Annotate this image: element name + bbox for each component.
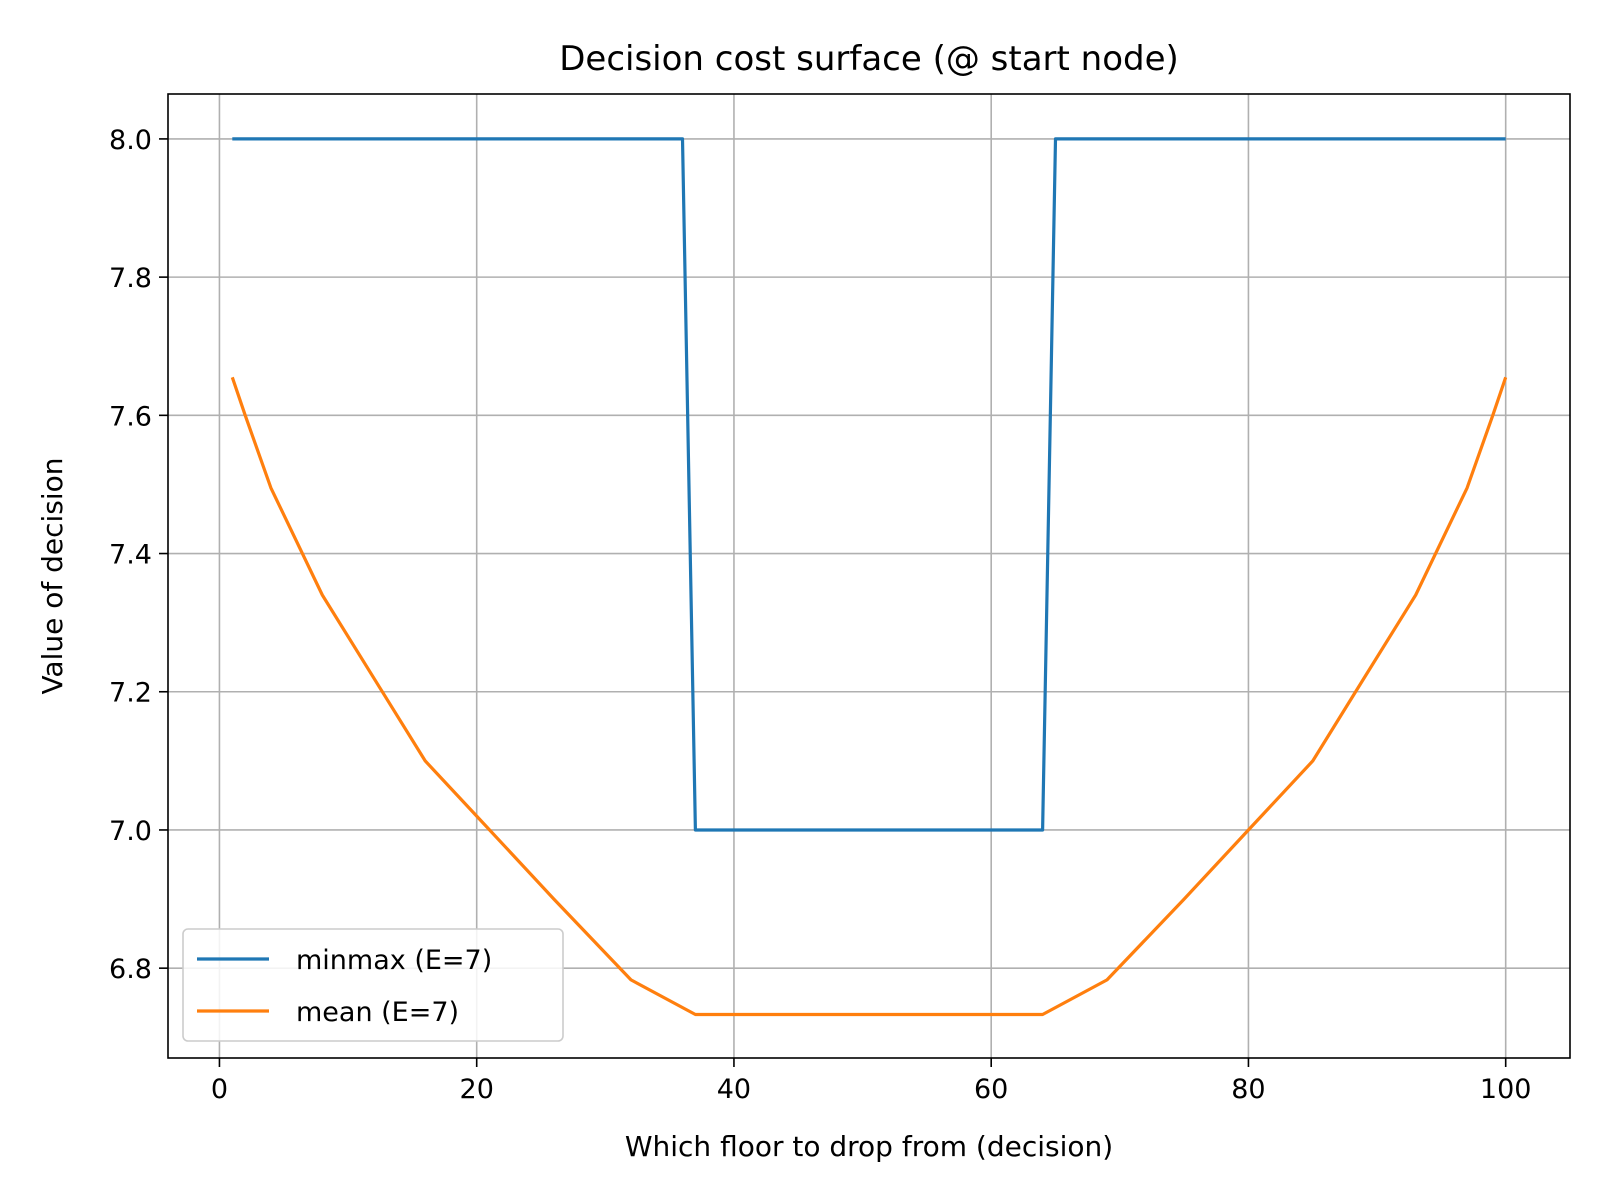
legend: minmax (E=7) mean (E=7) (182, 928, 564, 1042)
series-line-minmax (232, 137, 1506, 832)
series-line-mean (230, 376, 1508, 1017)
y-tick-label: 7.8 (109, 263, 152, 294)
grid (168, 94, 1570, 1058)
legend-box (182, 928, 564, 1042)
x-tick-label: 60 (974, 1074, 1008, 1105)
x-axis-ticks: 0 20 40 60 80 100 (211, 1058, 1532, 1105)
series-group (230, 137, 1508, 1017)
y-tick-label: 7.0 (109, 816, 152, 847)
y-tick-label: 7.6 (109, 401, 152, 432)
y-tick-label: 8.0 (109, 125, 152, 156)
y-tick-label: 7.4 (109, 540, 152, 571)
y-axis-ticks: 6.8 7.0 7.2 7.4 7.6 7.8 8.0 (109, 125, 168, 985)
y-tick-label: 6.8 (109, 954, 152, 985)
y-tick-label: 7.2 (109, 678, 152, 709)
x-axis-label: Which floor to drop from (decision) (625, 1130, 1113, 1163)
x-tick-label: 0 (211, 1074, 228, 1105)
y-axis-label: Value of decision (36, 457, 69, 694)
x-tick-label: 100 (1480, 1074, 1532, 1105)
plot-frame (167, 93, 1571, 1059)
x-tick-label: 80 (1231, 1074, 1265, 1105)
chart-title: Decision cost surface (@ start node) (559, 39, 1179, 79)
x-tick-label: 20 (460, 1074, 494, 1105)
x-tick-label: 40 (717, 1074, 751, 1105)
legend-label: minmax (E=7) (296, 945, 492, 976)
legend-label: mean (E=7) (296, 997, 459, 1028)
